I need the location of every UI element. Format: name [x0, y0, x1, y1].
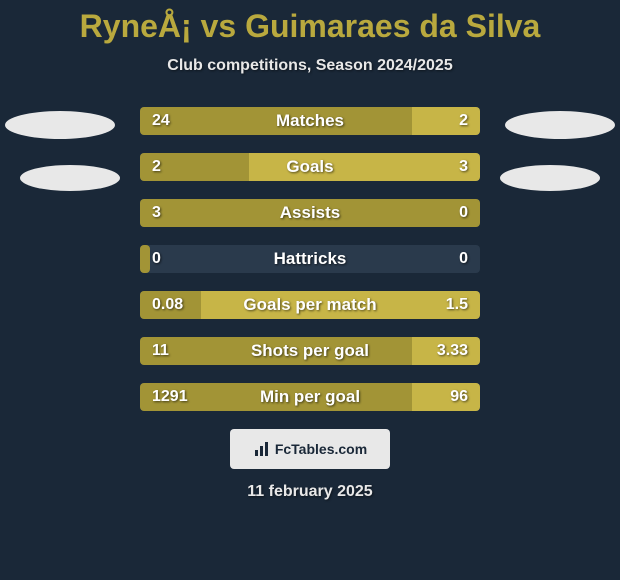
- stat-bar-right: [412, 107, 480, 135]
- stat-row: 3 0 Assists: [140, 199, 480, 227]
- player-left-ellipse-2: [20, 165, 120, 191]
- stat-value-right: 2: [459, 112, 468, 130]
- stat-value-right: 0: [459, 204, 468, 222]
- comparison-chart: 24 2 Matches 2 3 Goals 3 0 Assists 0 0 Hattricks 0.0…: [0, 107, 620, 411]
- stat-bar-right: [249, 153, 480, 181]
- stat-bars-container: 24 2 Matches 2 3 Goals 3 0 Assists 0 0 Hattricks 0.0…: [140, 107, 480, 411]
- stat-label: Shots per goal: [251, 341, 369, 361]
- stat-row: 1291 96 Min per goal: [140, 383, 480, 411]
- subtitle: Club competitions, Season 2024/2025: [0, 57, 620, 75]
- stat-row: 0.08 1.5 Goals per match: [140, 291, 480, 319]
- stat-value-left: 0: [152, 250, 161, 268]
- stat-value-left: 2: [152, 158, 161, 176]
- stat-label: Min per goal: [260, 387, 360, 407]
- stat-bar-left: [140, 245, 150, 273]
- chart-icon: [253, 440, 271, 458]
- brand-text: FcTables.com: [275, 441, 367, 457]
- stat-label: Hattricks: [274, 249, 347, 269]
- page-title: RyneÅ¡ vs Guimaraes da Silva: [0, 0, 620, 45]
- stat-value-left: 0.08: [152, 296, 183, 314]
- stat-value-right: 3: [459, 158, 468, 176]
- stat-label: Assists: [280, 203, 340, 223]
- stat-bar-right: [412, 383, 480, 411]
- stat-row: 11 3.33 Shots per goal: [140, 337, 480, 365]
- stat-value-right: 3.33: [437, 342, 468, 360]
- player-right-ellipse-1: [505, 111, 615, 139]
- stat-label: Goals per match: [243, 295, 376, 315]
- stat-value-left: 3: [152, 204, 161, 222]
- player-left-ellipse-1: [5, 111, 115, 139]
- stat-row: 24 2 Matches: [140, 107, 480, 135]
- stat-value-left: 24: [152, 112, 170, 130]
- stat-value-left: 1291: [152, 388, 188, 406]
- stat-value-right: 0: [459, 250, 468, 268]
- stat-label: Matches: [276, 111, 344, 131]
- player-right-ellipse-2: [500, 165, 600, 191]
- stat-row: 0 0 Hattricks: [140, 245, 480, 273]
- stat-label: Goals: [286, 157, 333, 177]
- stat-row: 2 3 Goals: [140, 153, 480, 181]
- stat-value-left: 11: [152, 342, 169, 360]
- stat-value-right: 96: [450, 388, 468, 406]
- stat-value-right: 1.5: [446, 296, 468, 314]
- brand-badge: FcTables.com: [230, 429, 390, 469]
- footer-date: 11 february 2025: [0, 483, 620, 501]
